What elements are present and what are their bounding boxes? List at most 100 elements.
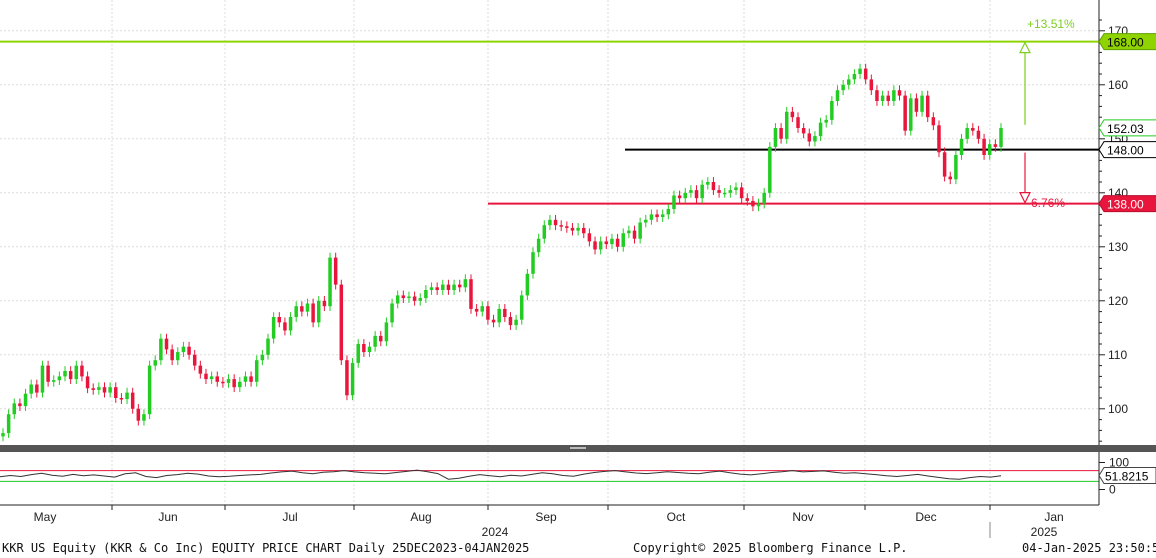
- candle-body: [582, 227, 586, 234]
- resistance-tag-box: [1098, 33, 1156, 51]
- candle-body: [1, 433, 5, 437]
- year-label: 2024: [482, 525, 509, 539]
- rsi-last-value-tag: 51.8215: [1098, 467, 1156, 485]
- candle-body: [677, 195, 682, 199]
- gain-arrowhead: [1019, 41, 1031, 54]
- support-tag-box: [1098, 195, 1156, 213]
- candle-body: [892, 90, 896, 101]
- gain-label: +13.51%: [1027, 17, 1075, 31]
- candle-body: [982, 138, 986, 155]
- support-tag: 138.00: [1098, 195, 1156, 213]
- rsi-panel: 05010051.8215: [0, 445, 1156, 505]
- candle-body: [717, 190, 721, 193]
- candle-body: [920, 95, 924, 112]
- candle-body: [238, 381, 242, 388]
- candle-body: [204, 373, 208, 380]
- price-tick-label: 130: [1108, 240, 1128, 254]
- candle-body: [176, 352, 180, 361]
- candle-body: [841, 84, 845, 91]
- candle-body: [925, 95, 930, 118]
- candle-body: [644, 219, 648, 223]
- candle-body: [909, 98, 913, 131]
- loss-arrowhead: [1019, 192, 1031, 204]
- candle-body: [632, 230, 637, 239]
- last-price-tag-text: 152.03: [1107, 122, 1144, 136]
- candle-body: [570, 227, 575, 231]
- candle-body: [942, 152, 947, 177]
- candle-body: [993, 144, 998, 147]
- candle-body: [328, 257, 332, 307]
- candle-body: [373, 335, 377, 347]
- candle-body: [587, 233, 592, 242]
- candle-body: [689, 190, 693, 193]
- candle-body: [536, 238, 541, 253]
- candle-body: [446, 284, 451, 290]
- candle-body: [559, 225, 563, 227]
- candle-body: [170, 349, 174, 361]
- candle-body: [784, 111, 789, 139]
- candle-body: [97, 387, 101, 390]
- candle-body: [739, 187, 744, 199]
- candle-body: [452, 284, 456, 290]
- candle-body: [480, 306, 485, 312]
- candle-body: [914, 98, 919, 112]
- candle-body: [474, 308, 479, 312]
- candle-body: [215, 376, 220, 382]
- candle-body: [655, 214, 659, 218]
- candle-body: [987, 144, 992, 155]
- candle-body: [694, 190, 699, 199]
- candle-body: [418, 298, 422, 301]
- candle-body: [660, 214, 665, 218]
- candle-body: [773, 128, 778, 147]
- candle-body: [796, 117, 800, 128]
- candle-body: [271, 317, 276, 339]
- candle-body: [863, 68, 868, 80]
- candle-body: [181, 346, 186, 353]
- candle-body: [700, 184, 704, 199]
- candle-body: [350, 362, 355, 396]
- candle-body: [125, 392, 129, 400]
- candle-body: [367, 346, 372, 353]
- candle-body: [153, 360, 157, 366]
- time-axis: May Jun Jul Aug Sep Oct Nov Dec Jan 2024 2025: [0, 504, 1099, 539]
- candle-body: [6, 414, 11, 434]
- rsi-tick-label: 0: [1109, 483, 1116, 497]
- month-label: Jul: [282, 510, 297, 524]
- candle-body: [976, 130, 981, 139]
- candle-body: [29, 384, 33, 394]
- candle-body: [519, 295, 524, 320]
- candle-body: [959, 138, 964, 155]
- candle-body: [159, 338, 163, 361]
- candle-body: [847, 79, 851, 85]
- candle-body: [807, 133, 812, 142]
- rsi-last-value-box: [1098, 467, 1156, 485]
- candle-body: [209, 376, 214, 380]
- candle-body: [68, 371, 73, 380]
- candle-body: [999, 128, 1003, 147]
- month-label: Oct: [667, 510, 686, 524]
- candle-body: [254, 360, 259, 382]
- candle-body: [232, 379, 236, 388]
- candle-body: [130, 392, 135, 409]
- candle-body: [638, 222, 642, 239]
- price-tick-label: 160: [1108, 78, 1128, 92]
- candle-body: [779, 128, 783, 139]
- candle-body: [666, 209, 671, 215]
- candle-body: [74, 365, 79, 380]
- candle-body: [384, 322, 389, 342]
- candle-body: [294, 306, 298, 317]
- candle-body: [429, 287, 434, 290]
- rsi-last-value-text: 51.8215: [1105, 470, 1149, 484]
- candle-body: [226, 379, 231, 383]
- candle-body: [508, 317, 513, 326]
- candle-body: [221, 381, 225, 384]
- candle-body: [525, 273, 530, 296]
- candle-body: [598, 241, 603, 250]
- candle-body: [875, 90, 879, 101]
- candle-body: [503, 308, 507, 317]
- candle-body: [12, 403, 17, 415]
- candle-body: [412, 296, 417, 301]
- candle-body: [593, 241, 597, 250]
- candle-body: [830, 101, 834, 120]
- month-label: Sep: [535, 510, 557, 524]
